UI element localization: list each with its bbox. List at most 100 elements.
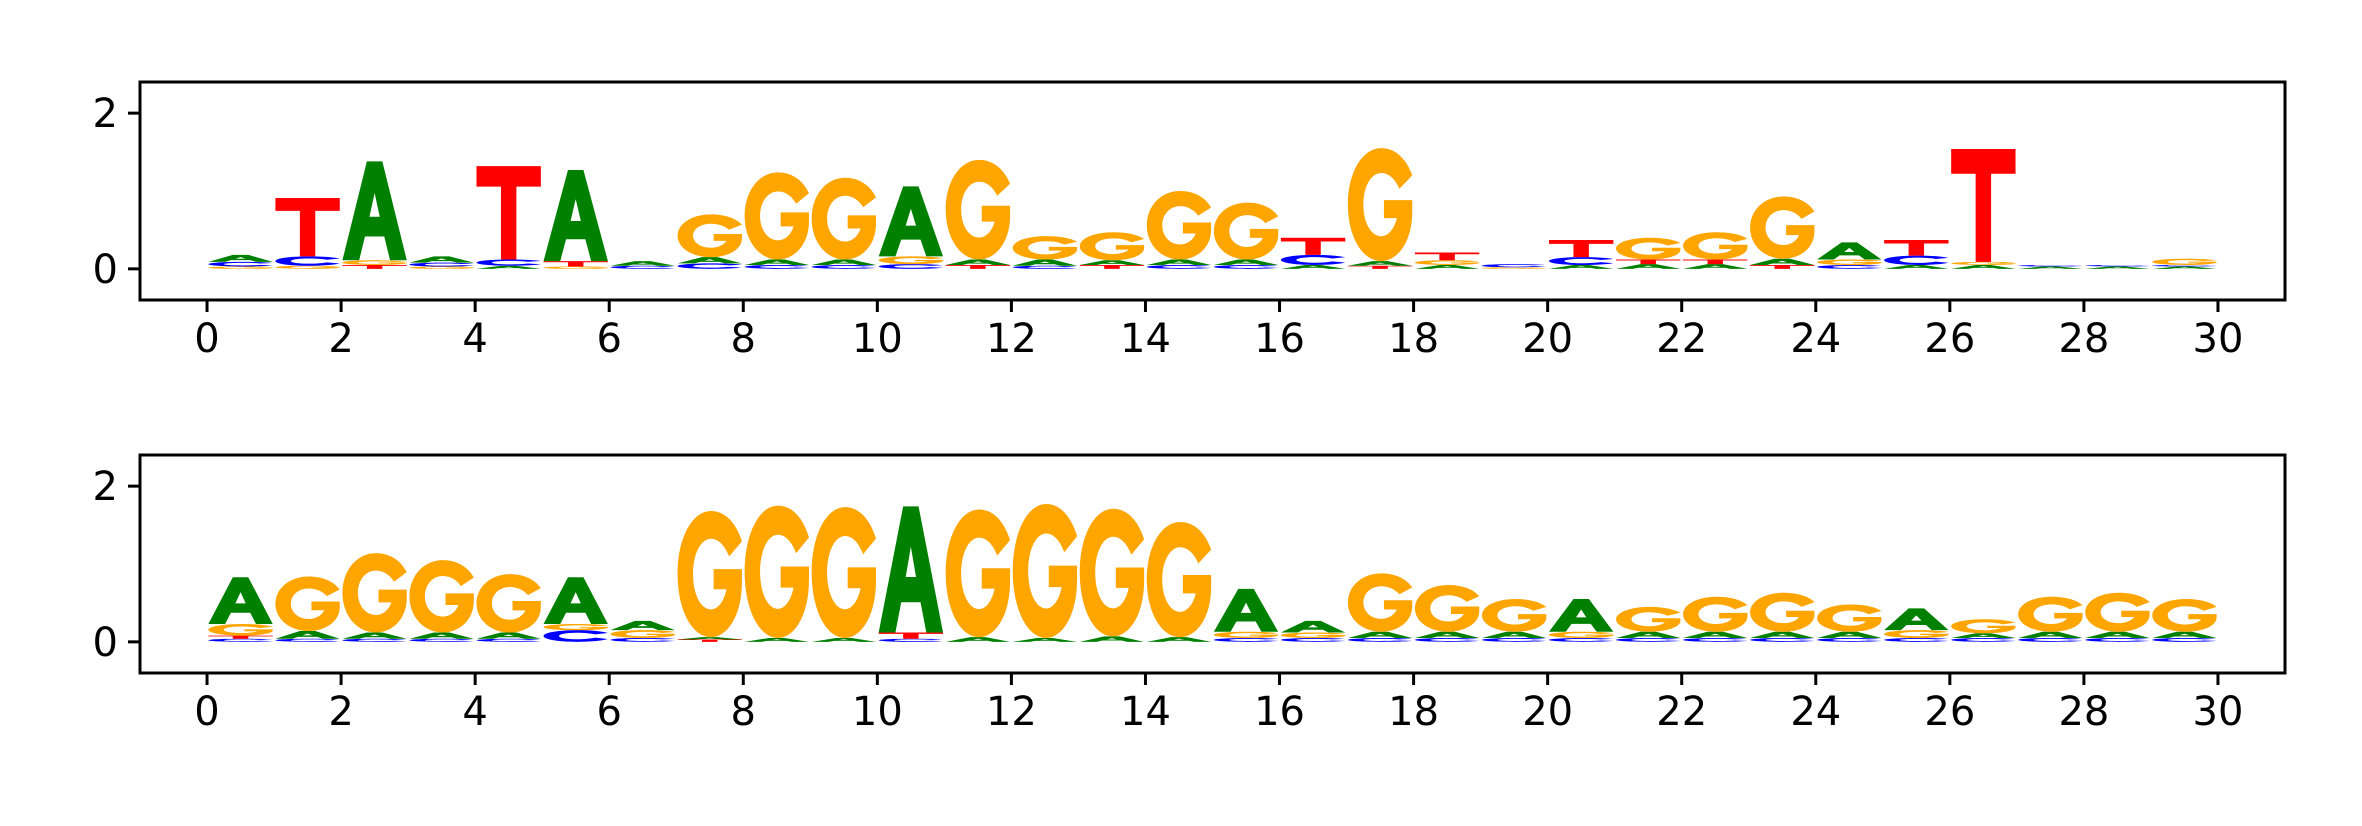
logo-letter-G: [1750, 592, 1815, 632]
logo-letter-G: [811, 177, 877, 260]
logo-letter-G: [878, 256, 944, 265]
logo-letter-C: [1750, 637, 1815, 642]
logo-letter-A: [1817, 242, 1882, 260]
x-tick-label: 10: [852, 689, 903, 735]
logo-letter-A: [275, 630, 340, 639]
logo-letter-C: [1548, 257, 1614, 265]
x-tick-label: 16: [1254, 316, 1305, 362]
logo-letter-C: [476, 259, 541, 266]
x-tick-label: 0: [194, 689, 219, 735]
logo-letter-C: [1548, 637, 1614, 642]
logo-letter-T: [677, 639, 742, 642]
x-tick-label: 12: [986, 316, 1037, 362]
logo-letter-G: [2152, 599, 2217, 632]
logo-letter-A: [409, 632, 474, 639]
logo-letter-C: [1884, 637, 1949, 642]
logo-letter-A: [1414, 264, 1480, 269]
logo-letter-G: [1616, 237, 1681, 260]
logo-letter-C: [1683, 637, 1748, 642]
logo-letter-A: [2018, 266, 2083, 269]
logo-letter-C: [1146, 264, 1212, 269]
logo-letter-A: [476, 632, 541, 639]
logo-letter-A: [1146, 259, 1212, 265]
logo-letter-G: [744, 505, 809, 638]
logo-letter-G: [2018, 596, 2083, 632]
logo-letters: [208, 504, 2217, 642]
logo-letter-A: [1750, 258, 1815, 265]
logo-letter-G: [1548, 631, 1614, 638]
logo-letter-A: [1012, 259, 1078, 266]
logo-letter-A: [1548, 264, 1614, 269]
x-tick-label: 30: [2193, 689, 2244, 735]
y-tick-label: 2: [93, 464, 118, 510]
logo-letter-T: [1548, 240, 1614, 258]
logo-letter-C: [878, 264, 944, 269]
x-tick-label: 14: [1120, 316, 1171, 362]
logo-letter-A: [1347, 631, 1413, 638]
logo-letter-C: [275, 256, 340, 266]
logo-letter-G: [1951, 261, 2016, 265]
logo-letter-A: [2152, 631, 2217, 638]
logo-letter-G: [1481, 267, 1547, 269]
logo-letter-A: [342, 161, 407, 261]
logo-letter-C: [1951, 637, 2016, 642]
logo-letter-C: [811, 264, 877, 269]
logo-letter-A: [945, 259, 1011, 265]
logo-letter-C: [543, 630, 608, 642]
axes-frame: [138, 80, 2287, 302]
x-tick-label: 6: [596, 316, 621, 362]
logo-letter-C: [1012, 265, 1078, 269]
logo-letter-G: [2152, 258, 2217, 265]
x-tick-label: 2: [328, 316, 353, 362]
logo-letter-T: [1884, 240, 1949, 256]
logo-letter-T: [1079, 264, 1145, 269]
logo-letter-G: [945, 159, 1011, 260]
logo-letter-G: [1750, 196, 1815, 259]
logo-letter-A: [1817, 631, 1882, 638]
logo-letter-A: [677, 257, 742, 264]
x-tick-label: 8: [731, 689, 756, 735]
logo-letter-C: [2018, 264, 2083, 267]
logo-letter-A: [1012, 637, 1078, 642]
logo-letter-A: [811, 259, 877, 265]
logo-letter-T: [543, 261, 608, 267]
logo-letter-C: [2085, 637, 2150, 642]
logo-letter-C: [1414, 637, 1480, 642]
logo-letter-C: [1481, 637, 1547, 642]
logo-letter-C: [2018, 637, 2083, 642]
x-tick-label: 6: [596, 689, 621, 735]
logo-letter-G: [1347, 573, 1413, 632]
x-tick-label: 28: [2058, 689, 2109, 735]
y-tick-label: 0: [93, 247, 118, 293]
logo-letter-G: [1817, 604, 1882, 632]
logo-letter-T: [208, 635, 273, 639]
x-tick-label: 4: [462, 316, 487, 362]
logo-letter-A: [677, 637, 742, 640]
logo-letter-A: [1750, 631, 1815, 638]
x-tick-label: 20: [1522, 316, 1573, 362]
logo-letter-A: [1079, 260, 1145, 265]
logo-letter-T: [275, 198, 340, 257]
logo-letter-C: [610, 637, 675, 642]
logo-letter-A: [1481, 631, 1547, 638]
logo-letter-A: [744, 259, 809, 265]
logo-letter-C: [409, 262, 474, 267]
logo-letter-C: [2085, 264, 2150, 267]
logo-letter-A: [2152, 266, 2217, 269]
logo-letter-G: [275, 576, 340, 631]
logo-letter-G: [1817, 259, 1882, 265]
logo-letter-G: [1951, 619, 2016, 634]
logo-letter-G: [1079, 508, 1145, 637]
logo-letter-G: [1146, 191, 1212, 260]
logo-letter-C: [409, 638, 474, 642]
logo-letter-A: [945, 637, 1011, 642]
logo-letter-G: [208, 266, 273, 269]
logo-letter-C: [208, 261, 273, 267]
logo-letter-G: [811, 507, 877, 638]
logo-letter-C: [1213, 637, 1279, 642]
logo-letter-T: [1347, 265, 1413, 269]
logo-letter-C: [342, 638, 407, 642]
logo-letter-C: [2152, 637, 2217, 642]
